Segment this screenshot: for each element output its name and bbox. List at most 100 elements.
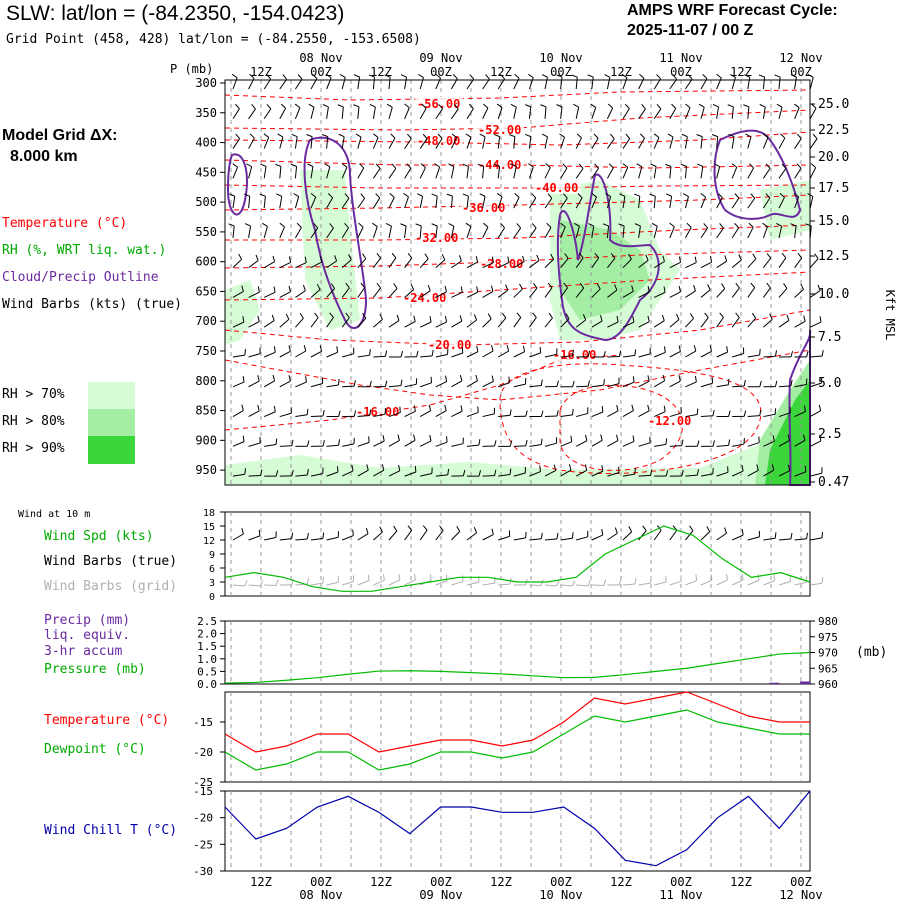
wind-barb-flag (532, 312, 537, 318)
wind-barb-flag (244, 223, 251, 227)
wind-barb-grid-flag (260, 580, 264, 587)
wind-barb (747, 442, 760, 447)
wind-barb (232, 225, 235, 238)
wind-barb-flag (297, 74, 303, 80)
height-tick-label: 2.5 (818, 427, 841, 442)
wind-barb-flag (458, 255, 462, 262)
wind-barb (653, 261, 665, 269)
wind-barb-flag (584, 464, 588, 471)
wind-barb-flag (494, 469, 497, 476)
wind-barb (762, 137, 769, 149)
wind-barb-flag (781, 252, 787, 259)
wind-barb (607, 410, 619, 417)
wind-barb (326, 288, 335, 298)
wind-barb (653, 108, 662, 120)
wind-barb-grid-flag (773, 574, 776, 581)
wind-barb-flag (605, 193, 611, 197)
wind-barb-flag (238, 253, 243, 260)
wind-barb (419, 290, 431, 298)
wind-barb-flag (776, 222, 782, 227)
wind-barb-flag (386, 103, 393, 108)
wind-barb (497, 196, 503, 209)
wind-barb-10m (264, 537, 277, 541)
wind-barb (622, 441, 635, 447)
wind-barb-flag (384, 74, 391, 78)
wind-barb (778, 470, 790, 477)
wind-barb (732, 353, 744, 358)
wind-barb-flag (631, 404, 634, 411)
top-time-tick-label: 00Z (430, 65, 452, 79)
bottom-time-tick-label: 12Z (490, 875, 512, 889)
wind-barb-10m (498, 535, 510, 541)
wind-barb (653, 320, 665, 328)
wind-barb-flag (232, 163, 238, 168)
wind-barb (248, 321, 260, 328)
wind-barb (326, 197, 334, 209)
wind-barb (731, 77, 736, 90)
wind-barb (357, 77, 361, 90)
wind-barb-10m (794, 538, 807, 541)
top-time-tick-label: 00Z (790, 65, 812, 79)
wind-barb-flag (421, 103, 427, 109)
wind-barb (560, 258, 569, 268)
wind-barb-flag (716, 73, 722, 79)
wind-barb (232, 354, 245, 358)
legend-pressure: Pressure (mb) (44, 662, 146, 677)
wind-barb-flag (647, 315, 650, 322)
wind-barb-flag (338, 133, 345, 138)
temp-panel-frame (224, 691, 811, 783)
wind-barb (248, 442, 261, 447)
wind-barb-grid-flag (306, 578, 309, 585)
wind-barb-flag (485, 74, 490, 80)
temp-tick-label: -15 (193, 716, 213, 729)
wind-barb-flag (280, 103, 286, 109)
wind-barb-grid (654, 581, 666, 586)
wind-barb-grid-flag (725, 573, 728, 581)
wind-barb-grid (794, 581, 807, 586)
wind-barb (794, 167, 802, 179)
wind-barb-grid (228, 73, 824, 477)
wind-barb-flag (353, 410, 357, 417)
wind-barb-flag (390, 133, 396, 139)
wind-barb-10m-flag (379, 526, 383, 533)
wind-barb (716, 227, 724, 239)
wind-barb (404, 77, 408, 90)
wind-barb-grid (435, 580, 448, 586)
height-axis-title: Kft MSL (883, 290, 897, 341)
wind-barb-flag (574, 222, 580, 227)
bottom-time-tick-label: 00Z (790, 875, 812, 889)
wind-barb-flag (403, 192, 409, 198)
wind-barb (809, 440, 822, 447)
wind-barb (279, 166, 282, 179)
wind-barb-flag (305, 376, 307, 383)
wind-barb-grid-flag (572, 580, 576, 587)
wind-barb (451, 410, 463, 418)
wind-barb-flag (553, 464, 557, 471)
wind-barb-flag (322, 409, 325, 417)
wind-barb-flag (721, 283, 726, 289)
wind-barb-flag (422, 133, 428, 140)
wind-barb-grid-flag (322, 577, 324, 584)
wind-barb (560, 197, 568, 209)
wind-barb (638, 259, 649, 269)
wind-barb-flag (525, 410, 528, 417)
wind-barb (482, 166, 485, 179)
wind-barb (669, 319, 680, 328)
wind-barb (248, 380, 260, 388)
wind-barb-flag (244, 468, 247, 475)
wind-barb (560, 226, 566, 239)
wind-barb-flag (516, 312, 522, 318)
wind-barb (326, 351, 338, 358)
wind-barb (279, 108, 287, 120)
wind-barb (482, 413, 495, 418)
wind-barb (279, 412, 292, 418)
wind-barb (809, 167, 817, 179)
wind-barb (373, 469, 385, 477)
wind-barb-10m-flag (365, 527, 369, 534)
wind-barb (497, 227, 505, 239)
wind-barb (575, 257, 584, 268)
wind-barb-flag (633, 193, 640, 197)
wind-barb-flag (407, 133, 412, 139)
wind-barb-flag (539, 346, 542, 353)
